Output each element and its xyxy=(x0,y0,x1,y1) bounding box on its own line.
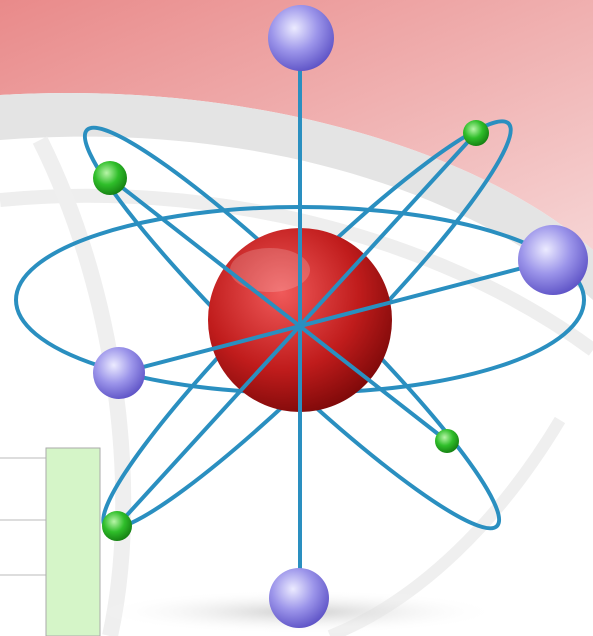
green-bar xyxy=(45,447,101,636)
table-lines xyxy=(0,457,48,576)
nucleus-highlight xyxy=(230,248,310,292)
electron xyxy=(269,568,329,628)
electron xyxy=(93,161,127,195)
electron xyxy=(93,347,145,399)
electron xyxy=(102,511,132,541)
electron xyxy=(435,429,459,453)
pink-swoosh xyxy=(0,0,593,250)
electron xyxy=(268,5,334,71)
spokes xyxy=(108,40,554,598)
electrons xyxy=(93,5,588,628)
electron xyxy=(518,225,588,295)
bg-arc xyxy=(0,188,593,356)
electron xyxy=(463,120,489,146)
